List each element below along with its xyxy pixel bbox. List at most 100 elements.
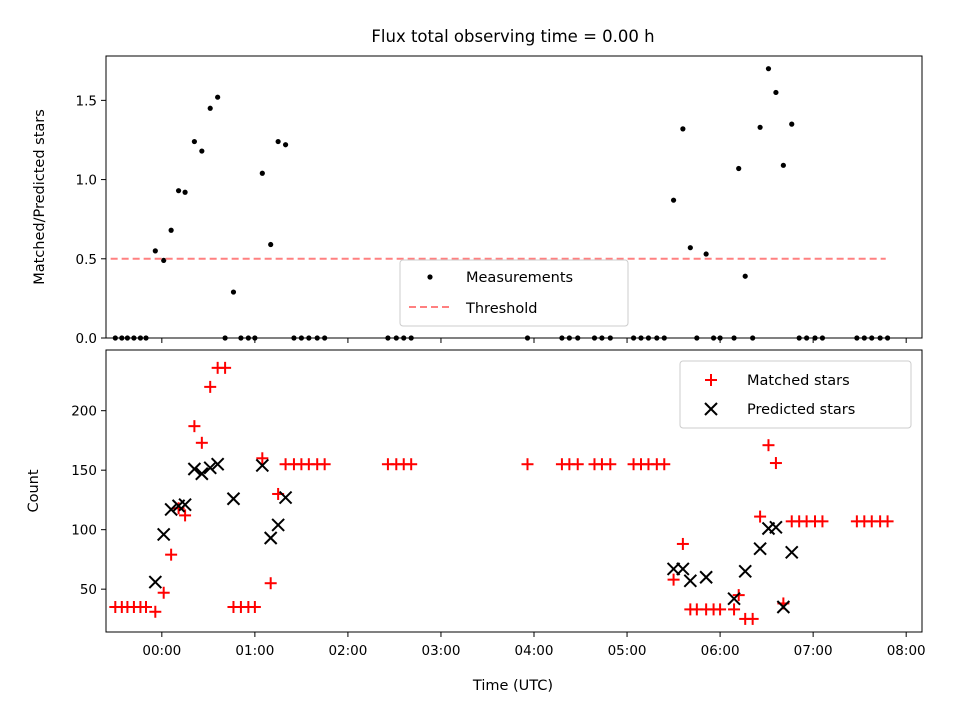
matched-stars-point (140, 601, 153, 614)
y-tick-label: 1.0 (76, 173, 97, 189)
matched-stars-point (157, 586, 170, 599)
measurement-point (259, 170, 265, 176)
measurement-point (275, 138, 281, 145)
measurement-point (687, 245, 693, 251)
matched-stars-point (769, 457, 782, 470)
top-legend-box (399, 259, 629, 327)
measurement-point (207, 105, 213, 111)
legend-matched-marker (705, 374, 717, 386)
matched-stars-point (714, 603, 727, 616)
predicted-stars-point (148, 575, 163, 589)
matched-stars-point (149, 605, 162, 618)
bottom-legend: Matched stars Predicted stars (679, 360, 912, 429)
x-tick-label: 02:00 (328, 643, 367, 659)
matched-stars-point (816, 515, 829, 528)
matched-stars-point (521, 458, 534, 471)
matched-stars-point (658, 458, 671, 471)
measurement-point (773, 89, 779, 96)
matched-stars-point (728, 603, 741, 616)
matched-stars-point (318, 458, 331, 471)
matched-stars-point (604, 458, 617, 471)
matched-stars-point (405, 458, 418, 471)
predicted-stars-point (753, 542, 767, 556)
x-tick-label: 06:00 (701, 643, 740, 659)
predicted-stars-point (203, 461, 217, 475)
predicted-stars-point (785, 545, 799, 559)
measurement-point (199, 148, 205, 154)
top-y-axis-label: Matched/Predicted stars (32, 109, 48, 285)
measurement-point (268, 241, 274, 248)
predicted-stars-point (187, 462, 202, 476)
chart-title: Flux total observing time = 0.00 h (371, 27, 654, 46)
x-axis-label: Time (UTC) (472, 678, 553, 694)
x-tick-label: 07:00 (794, 643, 833, 659)
y-tick-label: 1.5 (76, 93, 97, 109)
predicted-stars-point (683, 574, 698, 588)
bottom-y-ticks: 50 100 150 200 (71, 404, 106, 598)
matched-stars-point (571, 458, 584, 471)
predicted-stars-point (263, 531, 278, 545)
bottom-axes-frame (105, 349, 923, 633)
legend-matched-label: Matched stars (747, 373, 850, 389)
predicted-stars-point (727, 591, 741, 606)
predicted-stars-point (255, 458, 270, 473)
matched-stars-point (195, 436, 208, 449)
measurement-point (215, 94, 221, 100)
y-tick-label: 200 (71, 404, 97, 420)
x-tick-label: 05:00 (608, 643, 647, 659)
matched-stars-point (667, 573, 680, 586)
bottom-plot-area (109, 361, 894, 625)
predicted-stars-point (271, 518, 285, 532)
measurement-point (175, 188, 182, 194)
predicted-stars-point (178, 497, 192, 512)
y-tick-label: 0.5 (76, 252, 97, 268)
y-tick-label: 100 (71, 523, 97, 539)
x-tick-label: 04:00 (515, 643, 554, 659)
predicted-stars-point (776, 600, 791, 614)
top-legend: Measurements Threshold (399, 259, 629, 327)
predicted-stars-point (156, 527, 171, 542)
x-tick-label: 01:00 (235, 643, 274, 659)
legend-measurements-marker (427, 274, 433, 280)
matched-stars-point (754, 510, 767, 523)
measurement-point (168, 227, 174, 233)
measurement-point (736, 165, 742, 172)
y-tick-label: 150 (71, 463, 97, 479)
predicted-stars-point (210, 457, 225, 471)
predicted-stars-point (676, 562, 690, 576)
legend-threshold-label: Threshold (465, 301, 537, 317)
measurement-point (670, 197, 677, 203)
matched-stars-point (248, 601, 261, 614)
top-axes-frame (105, 55, 923, 339)
predicted-stars-point (769, 520, 783, 534)
measurement-point (765, 66, 772, 72)
matched-stars-point (256, 452, 269, 465)
predicted-stars-point (738, 564, 752, 579)
measurement-point (789, 121, 795, 127)
top-panel: Flux total observing time = 0.00 h Match… (32, 27, 923, 347)
matched-stars-point (881, 515, 894, 528)
matched-stars-point (219, 361, 232, 374)
measurement-point (191, 138, 197, 145)
measurement-point (757, 124, 763, 130)
measurement-point (780, 162, 786, 168)
legend-predicted-label: Predicted stars (747, 402, 855, 418)
x-tick-label: 08:00 (887, 643, 926, 659)
bottom-x-ticks: 00:00 01:00 02:00 03:00 04:00 05:00 06:00 07:00… (142, 632, 926, 659)
x-tick-label: 00:00 (142, 643, 181, 659)
bottom-legend-box (679, 360, 912, 429)
matched-stars-point (179, 509, 192, 522)
matched-stars-point (762, 439, 775, 452)
matched-stars-point (676, 537, 689, 550)
measurement-point (161, 257, 167, 263)
measurement-point (680, 126, 686, 132)
predicted-stars-point (699, 570, 713, 584)
matched-stars-point (188, 420, 201, 433)
measurement-point (152, 248, 158, 254)
bottom-y-axis-label: Count (26, 469, 42, 512)
predicted-stars-point (195, 467, 209, 481)
matched-stars-point (165, 548, 178, 561)
measurement-point (230, 289, 237, 295)
matched-stars-point (204, 380, 217, 393)
